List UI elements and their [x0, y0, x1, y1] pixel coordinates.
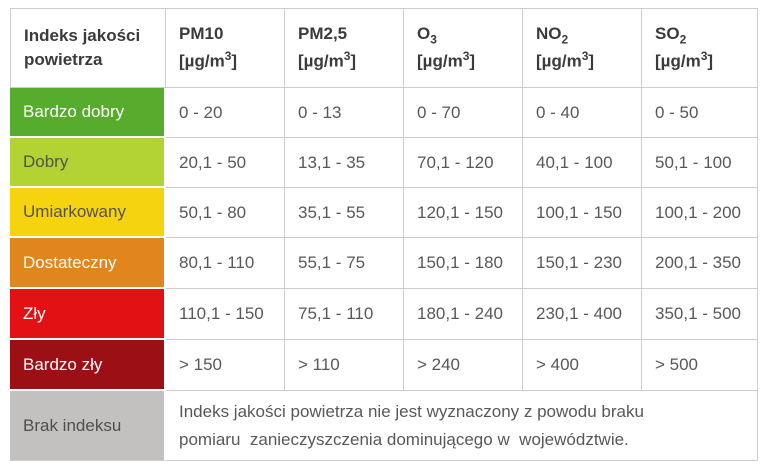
row-label-zly: Zły	[10, 289, 166, 340]
header-row: Indeks jakości powietrza PM10 [µg/m3] PM…	[10, 8, 758, 88]
value-cell: 350,1 - 500	[642, 289, 758, 340]
unit-prefix: [µg/m	[536, 52, 582, 72]
pollutant-name: PM10	[179, 22, 271, 48]
pollutant-name-text: O	[417, 24, 431, 44]
no-index-description-line1: Indeks jakości powietrza nie jest wyznac…	[179, 402, 644, 422]
table-row-bardzo-dobry: Bardzo dobry 0 - 20 0 - 13 0 - 70 0 - 40…	[10, 88, 758, 138]
unit-prefix: [µg/m	[179, 52, 225, 72]
value-cell: 230,1 - 400	[523, 289, 642, 340]
unit-prefix: [µg/m	[298, 52, 344, 72]
value-cell: > 110	[285, 340, 404, 391]
pollutant-name-text: PM2,5	[298, 24, 348, 44]
value-cell: 100,1 - 200	[642, 188, 758, 238]
value-cell: 13,1 - 35	[285, 138, 404, 188]
unit-suffix: ]	[350, 52, 357, 72]
value-cell: 75,1 - 110	[285, 289, 404, 340]
pollutant-name-text: PM10	[179, 24, 224, 44]
unit-prefix: [µg/m	[417, 52, 463, 72]
header-cell-o3: O3 [µg/m3]	[404, 8, 523, 88]
value-cell: 120,1 - 150	[404, 188, 523, 238]
value-cell: 35,1 - 55	[285, 188, 404, 238]
value-cell: 55,1 - 75	[285, 238, 404, 289]
unit-prefix: [µg/m	[655, 52, 701, 72]
value-cell: 0 - 70	[404, 88, 523, 138]
no-index-row: Brak indeksu Indeks jakości powietrza ni…	[10, 391, 758, 461]
value-cell: 150,1 - 180	[404, 238, 523, 289]
row-label-umiarkowany: Umiarkowany	[10, 188, 166, 238]
value-cell: 200,1 - 350	[642, 238, 758, 289]
value-cell: > 500	[642, 340, 758, 391]
unit-superscript: 3	[700, 49, 708, 64]
pollutant-name-text: NO	[536, 24, 562, 44]
value-cell: 70,1 - 120	[404, 138, 523, 188]
pollutant-name: NO2	[536, 22, 628, 48]
row-label-dobry: Dobry	[10, 138, 166, 188]
table-row-umiarkowany: Umiarkowany 50,1 - 80 35,1 - 55 120,1 - …	[10, 188, 758, 238]
header-cell-no2: NO2 [µg/m3]	[523, 8, 642, 88]
value-cell: 80,1 - 110	[166, 238, 285, 289]
pollutant-subscript: 2	[561, 32, 569, 47]
value-cell: 50,1 - 100	[642, 138, 758, 188]
row-label-bardzo-dobry: Bardzo dobry	[10, 88, 166, 138]
table-row-bardzo-zly: Bardzo zły > 150 > 110 > 240 > 400 > 500	[10, 340, 758, 391]
pollutant-name: O3	[417, 22, 509, 48]
no-index-description: Indeks jakości powietrza nie jest wyznac…	[166, 391, 758, 461]
row-label-dostateczny: Dostateczny	[10, 238, 166, 289]
header-cell-pm10: PM10 [µg/m3]	[166, 8, 285, 88]
no-index-description-line2: pomiaru zanieczyszczenia dominującego w …	[179, 429, 629, 449]
value-cell: 20,1 - 50	[166, 138, 285, 188]
pollutant-unit: [µg/m3]	[536, 48, 628, 73]
row-label-bardzo-zly: Bardzo zły	[10, 340, 166, 391]
value-cell: 100,1 - 150	[523, 188, 642, 238]
unit-suffix: ]	[588, 52, 595, 72]
table-row-zly: Zły 110,1 - 150 75,1 - 110 180,1 - 240 2…	[10, 289, 758, 340]
header-cell-index: Indeks jakości powietrza	[10, 8, 166, 88]
pollutant-unit: [µg/m3]	[298, 48, 390, 73]
value-cell: > 400	[523, 340, 642, 391]
value-cell: 150,1 - 230	[523, 238, 642, 289]
header-cell-so2: SO2 [µg/m3]	[642, 8, 758, 88]
pollutant-unit: [µg/m3]	[179, 48, 271, 73]
unit-suffix: ]	[707, 52, 714, 72]
unit-superscript: 3	[343, 49, 351, 64]
value-cell: 0 - 20	[166, 88, 285, 138]
header-cell-pm25: PM2,5 [µg/m3]	[285, 8, 404, 88]
value-cell: 0 - 13	[285, 88, 404, 138]
air-quality-index-table: Indeks jakości powietrza PM10 [µg/m3] PM…	[10, 8, 758, 461]
value-cell: 110,1 - 150	[166, 289, 285, 340]
pollutant-name: SO2	[655, 22, 744, 48]
value-cell: > 150	[166, 340, 285, 391]
value-cell: > 240	[404, 340, 523, 391]
pollutant-name-text: SO	[655, 24, 680, 44]
unit-superscript: 3	[581, 49, 589, 64]
value-cell: 180,1 - 240	[404, 289, 523, 340]
value-cell: 0 - 40	[523, 88, 642, 138]
pollutant-subscript: 3	[430, 32, 437, 47]
table-row-dostateczny: Dostateczny 80,1 - 110 55,1 - 75 150,1 -…	[10, 238, 758, 289]
pollutant-subscript: 2	[679, 32, 687, 47]
value-cell: 40,1 - 100	[523, 138, 642, 188]
row-label-brak-indeksu: Brak indeksu	[10, 391, 166, 461]
pollutant-unit: [µg/m3]	[417, 48, 509, 73]
value-cell: 50,1 - 80	[166, 188, 285, 238]
pollutant-name: PM2,5	[298, 22, 390, 48]
unit-suffix: ]	[469, 52, 476, 72]
unit-superscript: 3	[462, 49, 470, 64]
unit-superscript: 3	[224, 49, 232, 64]
unit-suffix: ]	[231, 52, 238, 72]
table-row-dobry: Dobry 20,1 - 50 13,1 - 35 70,1 - 120 40,…	[10, 138, 758, 188]
pollutant-unit: [µg/m3]	[655, 48, 744, 73]
value-cell: 0 - 50	[642, 88, 758, 138]
